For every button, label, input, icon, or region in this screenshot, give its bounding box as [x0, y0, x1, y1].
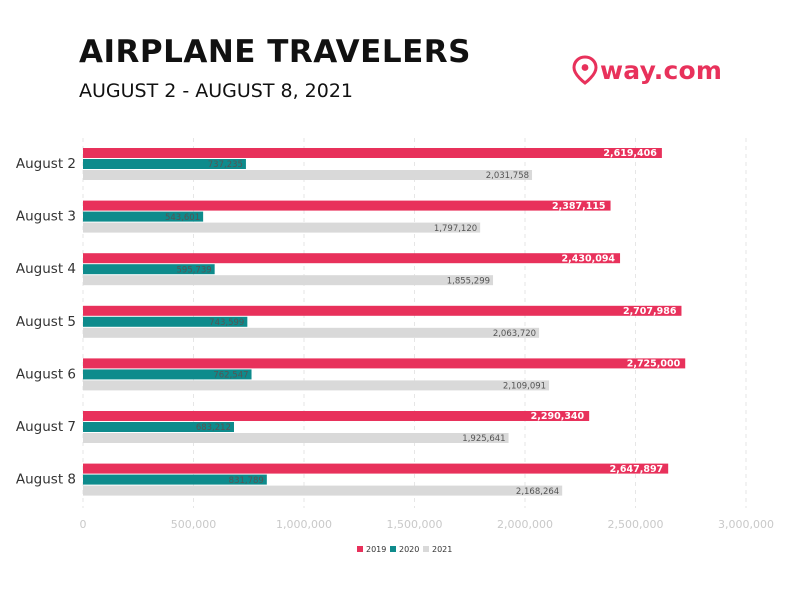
data-label: 2,031,758 [486, 171, 529, 181]
data-label: 762,547 [213, 371, 248, 381]
bar-2021 [83, 170, 533, 180]
data-label: 1,855,299 [447, 276, 490, 286]
data-label: 543,601 [165, 213, 200, 223]
bar-2019 [83, 200, 611, 211]
category-label: August 4 [16, 261, 76, 277]
bar-2019 [83, 411, 590, 421]
category-label: August 6 [16, 366, 76, 382]
chart-title: AIRPLANE TRAVELERS [79, 34, 471, 70]
data-label: 1,797,120 [434, 224, 477, 234]
data-label: 595,739 [177, 265, 212, 275]
legend-swatch-2020 [390, 546, 396, 552]
x-tick-label: 2,500,000 [608, 518, 664, 531]
location-pin-icon [572, 55, 598, 85]
bar-2021 [83, 485, 563, 496]
bar-2021 [83, 275, 494, 286]
x-tick-label: 500,000 [171, 518, 217, 531]
bar-2021 [83, 327, 540, 338]
bar-2021 [83, 380, 550, 391]
category-label: August 2 [16, 156, 76, 172]
legend-label: 2019 [366, 545, 386, 554]
data-label: 2,168,264 [516, 487, 559, 497]
x-tick-label: 3,000,000 [718, 518, 774, 531]
bar-2021 [83, 433, 509, 443]
bar-2020 [83, 422, 234, 432]
category-label: August 5 [16, 314, 76, 330]
category-label: August 3 [16, 209, 76, 225]
data-label: 2,063,720 [493, 329, 536, 339]
legend-swatch-2019 [357, 546, 363, 552]
data-label: 2,430,094 [562, 253, 616, 264]
bar-2020 [83, 316, 248, 327]
legend-label: 2020 [399, 545, 419, 554]
data-label: 2,647,897 [610, 464, 664, 475]
data-label: 2,707,986 [623, 306, 677, 317]
chart-subtitle: AUGUST 2 - AUGUST 8, 2021 [79, 80, 354, 102]
data-label: 2,725,000 [627, 359, 681, 370]
bar-2020 [83, 159, 246, 169]
category-label: August 7 [16, 419, 76, 435]
x-tick-label: 2,000,000 [497, 518, 553, 531]
legend-label: 2021 [432, 545, 452, 554]
bar-2020 [83, 264, 215, 275]
x-tick-label: 1,500,000 [387, 518, 443, 531]
data-label: 743,599 [209, 318, 244, 328]
bar-2021 [83, 222, 481, 233]
bar-2019 [83, 463, 669, 474]
bar-2019 [83, 305, 682, 316]
data-label: 2,387,115 [552, 201, 606, 212]
data-label: 737,235 [208, 160, 243, 170]
data-label: 1,925,641 [462, 434, 505, 444]
category-label: August 8 [16, 472, 76, 488]
data-label: 2,290,340 [531, 411, 585, 422]
bar-2020 [83, 211, 204, 222]
x-tick-label: 0 [80, 518, 87, 531]
brand-logo: way.com [572, 52, 722, 88]
bar-2020 [83, 369, 252, 380]
bar-2019 [83, 358, 686, 369]
data-label: 831,789 [229, 476, 264, 486]
bar-2020 [83, 474, 267, 485]
data-label: 2,109,091 [503, 382, 546, 392]
bar-2019 [83, 253, 621, 264]
data-label: 683,212 [196, 423, 231, 433]
legend-swatch-2021 [423, 546, 429, 552]
bar-2019 [83, 148, 662, 158]
x-tick-label: 1,000,000 [276, 518, 332, 531]
data-label: 2,619,406 [603, 148, 657, 159]
brand-logo-text: way.com [600, 55, 723, 85]
